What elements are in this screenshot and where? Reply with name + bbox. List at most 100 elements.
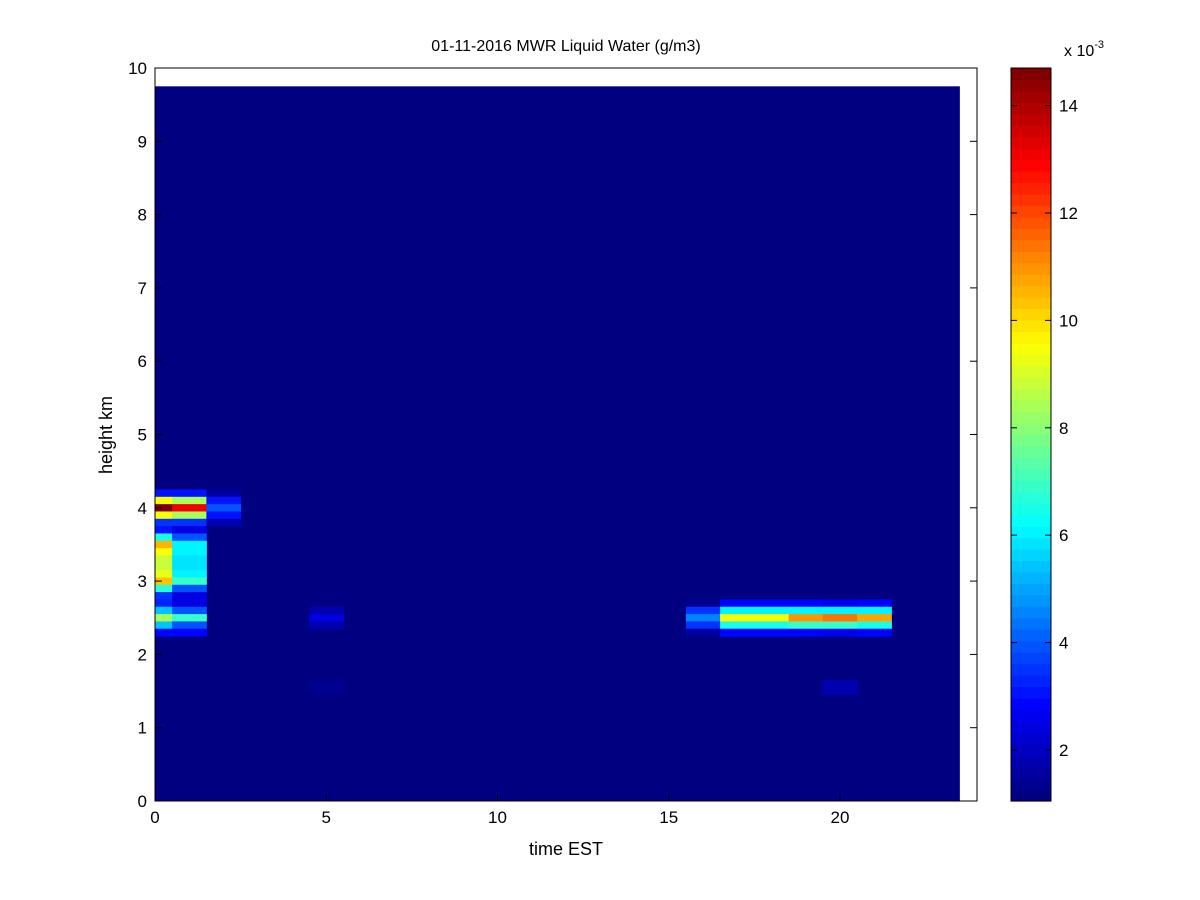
colorbar-swatch	[1011, 365, 1051, 378]
colorbar-swatch	[1011, 743, 1051, 756]
heatmap-cell	[172, 533, 207, 542]
y-tick-label: 10	[128, 59, 147, 78]
heatmap-cell	[172, 548, 207, 556]
heatmap-cell	[720, 621, 755, 630]
colorbar-swatch	[1011, 205, 1051, 218]
y-tick-label: 8	[138, 206, 147, 225]
colorbar-swatch	[1011, 571, 1051, 584]
heatmap-cell	[155, 504, 173, 512]
y-tick-label: 2	[138, 645, 147, 664]
heatmap-cell	[155, 584, 173, 593]
colorbar-swatch	[1011, 148, 1051, 161]
heatmap-cell	[172, 540, 207, 549]
colorbar-swatch	[1011, 755, 1051, 768]
colorbar-swatch	[1011, 90, 1051, 103]
y-tick-label: 5	[138, 426, 147, 445]
colorbar-swatch	[1011, 480, 1051, 493]
heatmap-cell	[172, 562, 207, 571]
heatmap-cell	[822, 621, 858, 630]
heatmap-cell	[788, 614, 824, 622]
heatmap-cell	[172, 511, 207, 520]
heatmap-cell	[685, 599, 721, 608]
colorbar-swatch	[1011, 594, 1051, 607]
colorbar-swatch	[1011, 377, 1051, 390]
heatmap-cell	[172, 518, 207, 527]
heatmap-cell	[155, 570, 173, 578]
x-tick-label: 5	[322, 808, 331, 827]
colorbar-swatch	[1011, 182, 1051, 195]
heatmap-cell	[754, 599, 790, 608]
heatmap-cell	[206, 496, 242, 505]
colorbar-swatch	[1011, 652, 1051, 665]
colorbar-tick-label: 2	[1059, 741, 1068, 760]
colorbar-swatch	[1011, 136, 1051, 149]
y-tick-label: 4	[138, 499, 147, 518]
heatmap-cell	[206, 518, 242, 527]
colorbar-multiplier-base: x 10	[1064, 43, 1094, 60]
heatmap-cell	[155, 599, 173, 608]
colorbar-swatch	[1011, 537, 1051, 550]
heatmap-cell	[720, 628, 755, 637]
heatmap-cell	[206, 504, 242, 512]
colorbar-swatch	[1011, 331, 1051, 344]
colorbar-swatch	[1011, 400, 1051, 413]
colorbar-swatch	[1011, 606, 1051, 619]
colorbar-multiplier: x 10-3	[1064, 39, 1104, 60]
heatmap-cell	[720, 614, 755, 622]
heatmap-cell	[155, 540, 173, 549]
heatmap-cell	[685, 628, 721, 637]
colorbar-swatch	[1011, 297, 1051, 310]
heatmap-cell	[155, 518, 173, 527]
x-tick-label: 10	[488, 808, 507, 827]
colorbar-swatch	[1011, 102, 1051, 115]
colorbar-swatch	[1011, 766, 1051, 779]
y-tick-label: 0	[138, 792, 147, 811]
heatmap-cell	[155, 489, 173, 498]
heatmap-cell	[857, 621, 892, 630]
colorbar-swatch	[1011, 388, 1051, 401]
heatmap-cell	[172, 555, 207, 564]
y-axis-label: height km	[96, 396, 116, 474]
colorbar-tick-label: 4	[1059, 634, 1068, 653]
heatmap-cell	[754, 628, 790, 637]
heatmap-cell	[720, 599, 755, 608]
colorbar-swatch	[1011, 468, 1051, 481]
colorbar-swatch	[1011, 640, 1051, 653]
y-tick-label: 6	[138, 352, 147, 371]
colorbar-swatch	[1011, 262, 1051, 275]
heatmap-cell	[172, 628, 207, 637]
heatmap-cell	[172, 584, 207, 593]
heatmap-cell	[155, 533, 173, 542]
heatmap-cell	[754, 606, 790, 615]
colorbar-swatch	[1011, 686, 1051, 699]
heatmap-cell	[172, 614, 207, 622]
y-tick-label: 3	[138, 572, 147, 591]
heatmap-cell	[720, 606, 755, 615]
x-tick-label: 15	[659, 808, 678, 827]
heatmap-cell	[155, 621, 173, 630]
colorbar-swatch	[1011, 193, 1051, 207]
heatmap-cell	[822, 680, 858, 688]
colorbar-swatch	[1011, 251, 1051, 264]
colorbar-tick-label: 12	[1059, 204, 1078, 223]
colorbar-swatch	[1011, 675, 1051, 688]
y-tick-label: 1	[138, 719, 147, 738]
x-axis-label: time EST	[529, 839, 603, 859]
colorbar-swatch	[1011, 617, 1051, 630]
colorbar-frame	[1010, 67, 1052, 802]
colorbar-swatch	[1011, 560, 1051, 573]
heatmap-cell	[155, 614, 173, 622]
heatmap-cell	[857, 599, 892, 608]
colorbar-swatch	[1011, 583, 1051, 596]
heatmap-cell	[206, 489, 242, 498]
heatmap-cell	[822, 614, 858, 622]
colorbar-swatch	[1011, 239, 1051, 252]
heatmap-cell	[685, 614, 721, 622]
heatmap-cell	[788, 628, 824, 637]
heatmap-cell	[206, 511, 242, 520]
heatmap-cell	[155, 526, 173, 534]
colorbar-swatch	[1011, 491, 1051, 504]
heatmap-cell	[788, 606, 824, 615]
colorbar-swatch	[1011, 171, 1051, 184]
